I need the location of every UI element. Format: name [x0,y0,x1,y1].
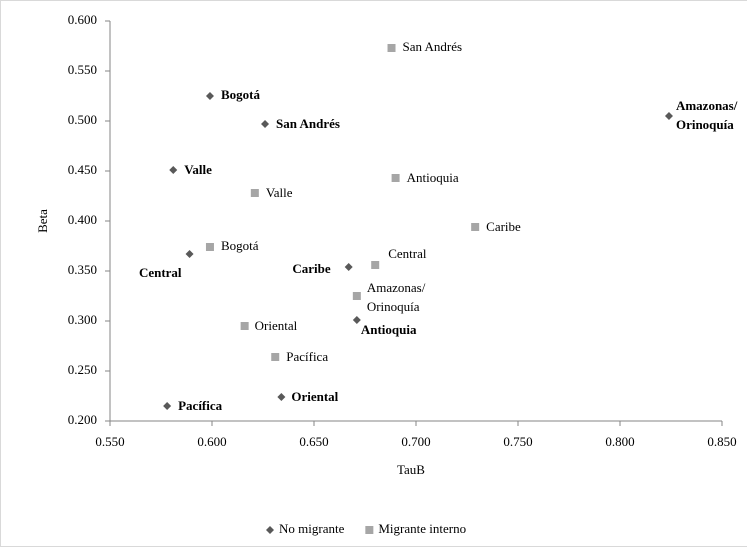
point-label: Oriental [291,389,338,404]
y-tick-label: 0.300 [68,312,97,327]
point [352,316,361,324]
point [205,92,214,100]
y-axis-title: Beta [35,209,50,233]
point-label: Pacífica [178,398,223,413]
point [664,112,673,120]
point [163,402,172,410]
point-label: Valle [266,185,293,200]
point-label: Central [139,265,182,280]
x-axis-title: TauB [397,462,425,477]
point-label: Orinoquía [676,117,734,132]
legend-label: No migrante [279,521,345,536]
point [185,250,194,258]
legend-marker [365,526,374,534]
x-tick-label: 0.550 [95,434,124,449]
point-label: San Andrés [403,39,463,54]
point-label: Amazonas/ [367,280,426,295]
point [352,292,361,300]
point-label: Antioquia [407,170,459,185]
point-label: Central [388,246,427,261]
x-tick-label: 0.850 [707,434,736,449]
point-label: Orinoquía [367,299,420,314]
point [391,174,400,182]
point [205,243,214,251]
legend-marker [266,526,274,534]
point [261,120,270,128]
point [271,353,280,361]
y-tick-label: 0.550 [68,62,97,77]
x-tick-label: 0.800 [605,434,634,449]
point-label: San Andrés [276,116,340,131]
point [387,44,396,52]
point-label: Caribe [292,261,331,276]
y-tick-label: 0.450 [68,162,97,177]
x-tick-label: 0.700 [401,434,430,449]
x-tick-label: 0.600 [197,434,226,449]
point-label: Oriental [255,318,298,333]
y-tick-label: 0.500 [68,112,97,127]
y-tick-label: 0.400 [68,212,97,227]
point [240,322,249,330]
y-tick-label: 0.200 [68,412,97,427]
y-tick-label: 0.350 [68,262,97,277]
point-label: Antioquia [361,322,417,337]
y-tick-label: 0.600 [68,12,97,27]
point [471,223,480,231]
x-tick-label: 0.650 [299,434,328,449]
point-label: Amazonas/ [676,98,738,113]
point-label: Bogotá [221,238,259,253]
point [250,189,259,197]
point [169,166,178,174]
point [344,263,353,271]
point-label: Valle [184,162,212,177]
point [371,261,380,269]
point [277,393,286,401]
y-tick-label: 0.250 [68,362,97,377]
point-label: Bogotá [221,87,261,102]
x-tick-label: 0.750 [503,434,532,449]
legend-label: Migrante interno [378,521,466,536]
point-label: Caribe [486,219,521,234]
point-label: Pacífica [286,349,328,364]
